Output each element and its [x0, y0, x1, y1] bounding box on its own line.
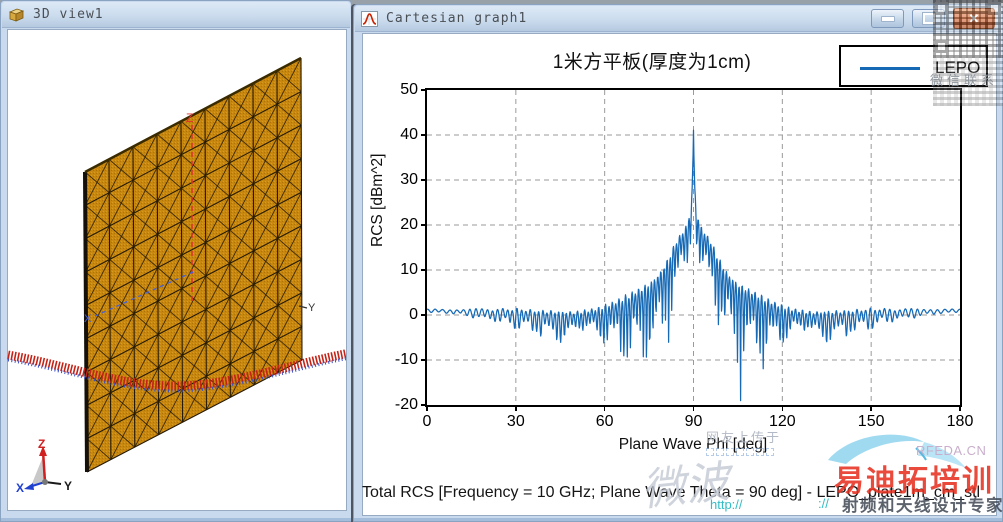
y-axis-label: Y — [308, 302, 316, 314]
y-axis-line — [298, 305, 308, 309]
graph-client-area — [362, 33, 997, 516]
restore-button[interactable] — [912, 9, 945, 28]
window-3d-view-titlebar[interactable]: 3D view1 — [2, 2, 350, 28]
plane-wave-arrow-arc — [7, 349, 346, 393]
minimize-icon — [880, 15, 895, 22]
z-axis-label: Z — [186, 111, 193, 125]
3d-cube-icon — [8, 8, 25, 22]
triad-y-label: Y — [64, 479, 72, 493]
window-cartesian-graph: Cartesian graph1 ✕ — [353, 4, 1003, 522]
3d-scene: Z X Y Z X Y — [7, 56, 346, 495]
restore-icon — [921, 12, 936, 25]
window-cartesian-graph-titlebar[interactable]: Cartesian graph1 ✕ — [355, 6, 1001, 32]
x-axis-label: X — [84, 313, 92, 325]
window-cartesian-graph-title: Cartesian graph1 — [386, 11, 528, 26]
x-axis-line — [94, 271, 194, 317]
close-button[interactable]: ✕ — [953, 8, 995, 29]
minimize-button[interactable] — [871, 9, 904, 28]
close-icon: ✕ — [968, 11, 980, 26]
cartesian-graph-icon — [361, 10, 378, 27]
triad-x-label: X — [16, 481, 24, 495]
triad-z-label: Z — [38, 437, 45, 451]
axis-triad: Z X Y — [16, 437, 72, 495]
meshed-plate — [83, 56, 303, 473]
window-3d-view-title: 3D view1 — [33, 7, 104, 22]
